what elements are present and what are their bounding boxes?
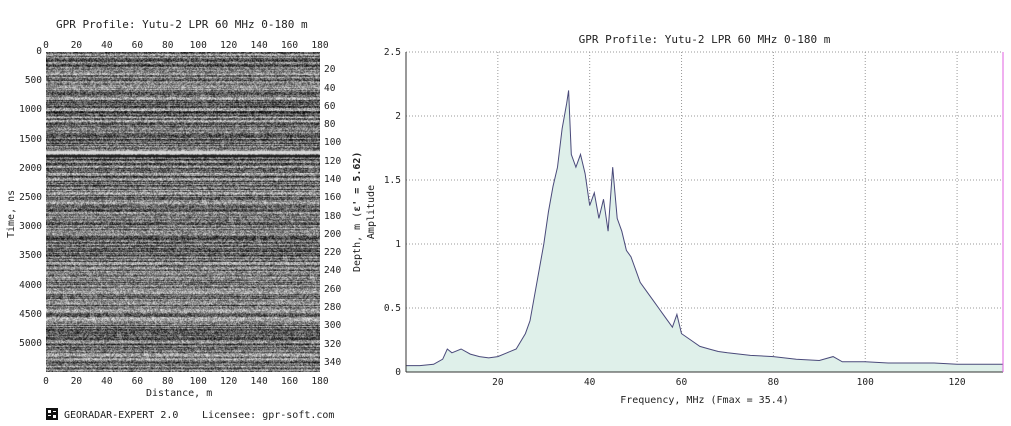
radargram-depth-tick: 200 [324, 228, 342, 240]
spectrum-y-tick-label: 2.5 [384, 47, 401, 58]
radargram-x-tick-top: 60 [131, 40, 144, 51]
radargram-x-tick-bottom: 60 [131, 376, 144, 387]
radargram-depth-tick: 260 [324, 283, 342, 295]
radargram-x-tick-top: 20 [70, 40, 83, 51]
radargram-x-tick-top: 160 [280, 40, 299, 51]
radargram-depth-tick: 160 [324, 192, 342, 204]
radargram-x-tick-bottom: 100 [189, 376, 207, 387]
radargram-depth-tick: 60 [324, 100, 336, 112]
radargram-depth-tick: 180 [324, 210, 342, 222]
radargram-depth-tick: 140 [324, 174, 342, 185]
spectrum-x-tick-label: 20 [492, 377, 504, 388]
spectrum-line [406, 90, 1003, 367]
radargram-depth-tick: 40 [324, 82, 336, 94]
radargram-y-tick: 3500 [19, 250, 42, 262]
radargram-x-tick-bottom: 140 [250, 376, 268, 387]
radargram-x-tick-bottom: 0 [43, 376, 49, 387]
radargram-x-tick-bottom: 160 [280, 376, 299, 387]
app-name: GEORADAR-EXPERT 2.0 [64, 410, 179, 421]
radargram-depth-tick: 100 [324, 137, 342, 149]
radargram-x-tick-bottom: 40 [101, 376, 113, 387]
spectrum-x-tick-label: 60 [676, 377, 688, 388]
radargram-y-tick: 2500 [19, 191, 42, 203]
spectrum-y-tick-label: 1.5 [384, 175, 401, 186]
radargram-depth-tick: 320 [324, 338, 342, 350]
radargram-x-tick-bottom: 80 [162, 376, 174, 387]
spectrum-x-tick-label: 120 [948, 377, 965, 388]
georadar-logo-icon [46, 408, 58, 420]
radargram-x-tick-top: 180 [311, 40, 329, 51]
spectrum-y-tick-label: 2 [395, 111, 401, 122]
radargram-x-tick-bottom: 180 [311, 376, 329, 387]
radargram-x-tick-top: 0 [43, 40, 49, 51]
licensee-text: Licensee: gpr-soft.com [202, 410, 335, 421]
radargram-y-tick: 3000 [19, 221, 42, 233]
spectrum-y-tick-label: 0.5 [384, 303, 401, 314]
radargram-x-tick-top: 80 [162, 40, 174, 51]
radargram-depth-tick: 20 [324, 64, 336, 76]
radargram-y-tick: 1000 [19, 104, 42, 116]
radargram-y-tick: 4000 [19, 279, 42, 291]
spectrum-x-tick-label: 100 [857, 377, 874, 388]
radargram-depth-tick: 220 [324, 247, 342, 259]
radargram-depth-tick: 120 [324, 155, 342, 167]
radargram-y-tick: 4500 [19, 308, 42, 320]
radargram-image [46, 52, 320, 372]
radargram-y-tick: 2000 [19, 162, 42, 174]
radargram-x-tick-top: 140 [250, 40, 268, 51]
radargram-y-tick: 500 [24, 75, 42, 87]
radargram-x-tick-bottom: 20 [70, 376, 83, 387]
radargram-depth-tick: 340 [324, 356, 342, 368]
radargram-depth-tick: 240 [324, 265, 342, 277]
radargram-x-tick-top: 100 [189, 40, 207, 51]
radargram-x-tick-top: 40 [101, 40, 113, 51]
radargram-y-tick: 0 [36, 46, 42, 57]
radargram-x-tick-bottom: 120 [220, 376, 238, 387]
spectrum-x-label: Frequency, MHz (Fmax = 35.4) [620, 395, 789, 406]
radargram-x-tick-top: 120 [220, 40, 238, 51]
spectrum-area [406, 90, 1003, 373]
radargram-title: GPR Profile: Yutu-2 LPR 60 MHz 0-180 m [56, 18, 308, 31]
spectrum-x-tick-label: 80 [768, 377, 780, 388]
radargram-x-label: Distance, m [146, 388, 213, 399]
spectrum-y-label: Amplitude [366, 185, 377, 239]
spectrum-x-tick-label: 40 [584, 377, 596, 388]
radargram-depth-tick: 80 [324, 119, 336, 131]
spectrum-y-tick-label: 0 [395, 367, 401, 378]
radargram-y-tick: 1500 [19, 133, 42, 145]
radargram-y-tick: 5000 [19, 337, 42, 349]
spectrum-y-tick-label: 1 [395, 239, 401, 250]
radargram-depth-tick: 300 [324, 320, 342, 332]
spectrum-title: GPR Profile: Yutu-2 LPR 60 MHz 0-180 m [579, 33, 831, 46]
radargram-depth-tick: 280 [324, 302, 342, 313]
